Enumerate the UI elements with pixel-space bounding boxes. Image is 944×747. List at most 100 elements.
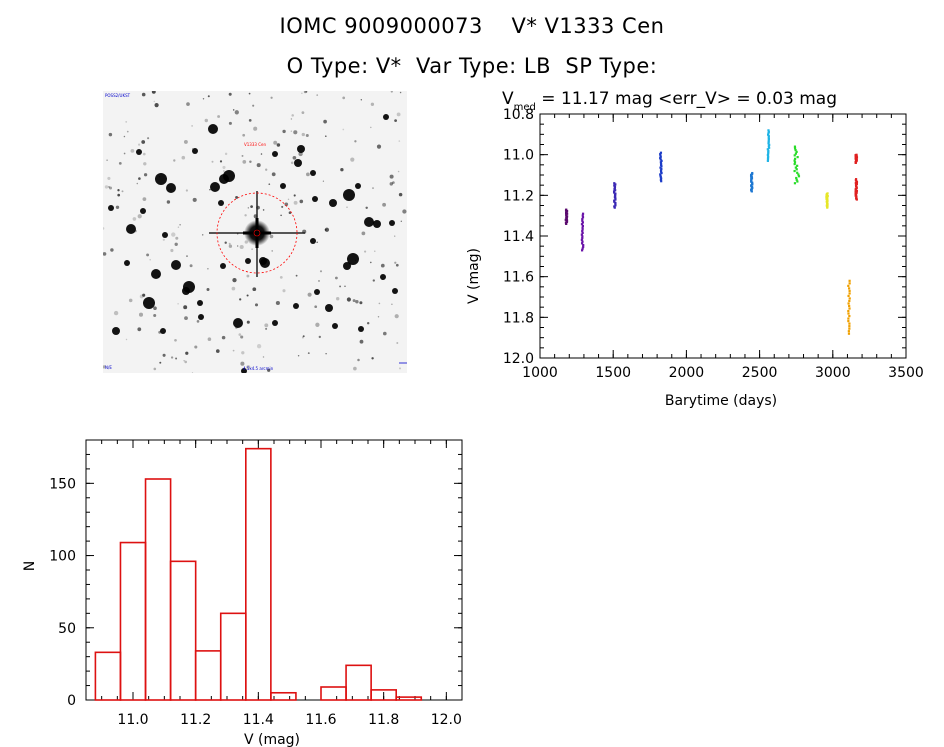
star-9 — [343, 189, 355, 201]
data-point — [659, 155, 662, 158]
faint-star-21 — [166, 200, 171, 204]
faint-star-224 — [228, 92, 232, 96]
light-curve-plot-area: 1000 1500 2000 2500 3000 3500 10.8 11.0 11.2 11.4… — [503, 107, 924, 381]
faint-star-151 — [324, 135, 327, 138]
data-point — [793, 161, 797, 164]
data-point — [613, 187, 616, 191]
data-point — [847, 284, 850, 287]
data-point — [580, 233, 583, 236]
star-29 — [280, 183, 286, 189]
data-point — [659, 174, 662, 177]
light-curve-y-label: V (mag) — [466, 248, 482, 304]
data-point — [793, 169, 796, 173]
faint-star-91 — [262, 356, 265, 358]
faint-star-180 — [189, 264, 193, 268]
data-point — [659, 162, 663, 165]
faint-star-7 — [228, 244, 233, 248]
y-tick-label-3: 11.4 — [503, 229, 534, 245]
faint-star-204 — [246, 320, 250, 324]
faint-star-12 — [284, 202, 289, 207]
data-point — [796, 171, 799, 174]
faint-star-38 — [158, 176, 161, 178]
faint-star-77 — [349, 262, 353, 266]
data-point — [581, 230, 584, 233]
faint-star-157 — [170, 356, 174, 359]
image-target-label: V1333 Cen — [244, 142, 266, 147]
data-point — [614, 204, 617, 207]
data-point — [847, 312, 850, 315]
faint-star-63 — [371, 357, 374, 360]
data-point — [768, 143, 771, 146]
data-point — [766, 153, 769, 157]
faint-star-248 — [315, 322, 320, 327]
data-point — [659, 166, 662, 169]
hist-y-tick-label-3: 150 — [49, 476, 76, 492]
faint-star-111 — [103, 365, 106, 369]
star-48 — [241, 368, 247, 373]
faint-star-133 — [211, 160, 214, 163]
light-curve-title-sub: med — [514, 102, 536, 113]
faint-star-169 — [335, 296, 340, 301]
star-8 — [310, 170, 316, 176]
faint-star-225 — [377, 316, 380, 318]
data-point — [659, 169, 663, 172]
light-curve-title: Vmed = 11.17 mag <err_V> = 0.03 mag — [502, 89, 837, 113]
faint-star-37 — [125, 338, 128, 341]
data-point — [848, 304, 851, 308]
faint-star-126 — [390, 91, 393, 93]
data-point — [581, 237, 584, 240]
faint-star-258 — [248, 119, 252, 122]
faint-star-67 — [380, 263, 385, 268]
faint-star-20 — [270, 96, 273, 99]
data-point — [581, 212, 585, 215]
data-cluster-5 — [766, 129, 771, 162]
faint-star-145 — [399, 91, 402, 94]
faint-star-42 — [240, 361, 245, 366]
data-point — [795, 178, 798, 181]
histogram-y-label: N — [22, 561, 38, 571]
faint-star-73 — [215, 349, 220, 353]
faint-star-59 — [224, 152, 228, 156]
faint-star-143 — [275, 300, 280, 306]
data-point — [613, 184, 616, 187]
faint-star-52 — [157, 275, 160, 278]
faint-star-170 — [361, 231, 366, 236]
faint-star-179 — [391, 303, 393, 305]
data-point — [766, 133, 770, 136]
faint-star-25 — [138, 312, 144, 317]
faint-star-174 — [290, 161, 294, 165]
faint-star-168 — [143, 173, 148, 177]
faint-star-235 — [323, 119, 327, 124]
y-tick-label-5: 11.8 — [503, 310, 534, 326]
faint-star-234 — [292, 155, 297, 160]
faint-star-259 — [395, 263, 399, 267]
data-point — [793, 157, 797, 160]
star-15 — [347, 253, 359, 265]
data-point — [854, 188, 857, 191]
faint-star-185 — [184, 360, 188, 364]
data-point — [660, 167, 663, 171]
data-point — [848, 279, 851, 282]
star-50 — [136, 149, 142, 155]
data-point — [766, 159, 769, 162]
faint-star-190 — [260, 153, 263, 155]
data-point — [793, 159, 796, 162]
faint-star-94 — [196, 320, 200, 323]
faint-star-30 — [252, 104, 255, 107]
faint-star-244 — [397, 170, 400, 173]
histogram-bar-10 — [345, 664, 372, 701]
faint-star-187 — [246, 365, 251, 370]
data-point — [794, 152, 798, 155]
data-point — [848, 299, 851, 303]
data-point — [581, 228, 584, 231]
faint-star-252 — [125, 121, 128, 123]
faint-star-188 — [318, 280, 320, 282]
faint-star-154 — [269, 234, 274, 239]
image-orientation-label: N/E — [105, 365, 112, 370]
faint-star-24 — [240, 335, 244, 339]
data-point — [614, 203, 617, 206]
faint-star-71 — [352, 299, 356, 303]
star-35 — [220, 263, 226, 269]
faint-star-101 — [223, 170, 225, 172]
faint-star-171 — [273, 140, 278, 145]
